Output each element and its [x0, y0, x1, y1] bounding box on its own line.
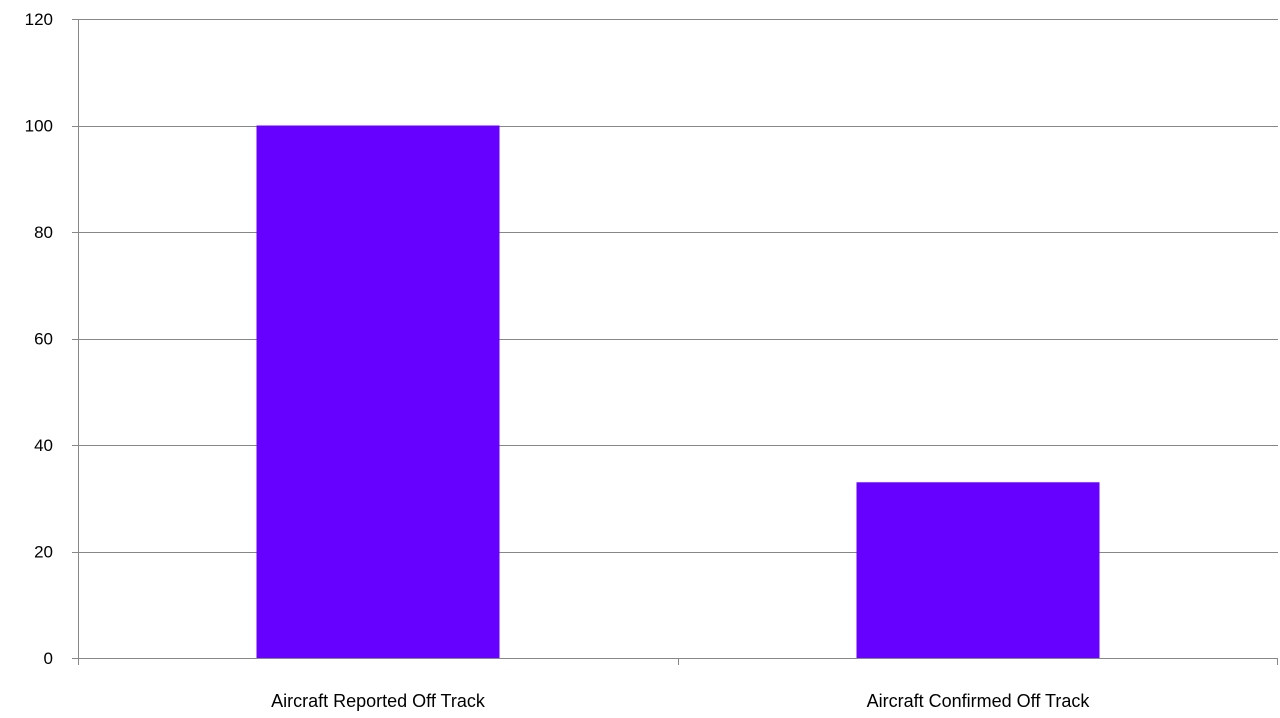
x-category-label-2: Aircraft Confirmed Off Track	[867, 691, 1091, 711]
y-tick-label-40: 40	[34, 436, 53, 455]
y-tick-label-80: 80	[34, 223, 53, 242]
y-tick-label-60: 60	[34, 330, 53, 349]
y-tick-labels: 0 20 40 60 80 100 120	[25, 10, 53, 668]
y-tick-label-100: 100	[25, 117, 53, 136]
bars	[256, 125, 1100, 658]
y-tick-label-20: 20	[34, 543, 53, 562]
x-category-label-1: Aircraft Reported Off Track	[271, 691, 486, 711]
bar-1	[256, 125, 500, 658]
y-tick-label-120: 120	[25, 10, 53, 29]
y-tick-label-0: 0	[44, 649, 53, 668]
bar-2	[856, 482, 1100, 658]
x-tick-labels: Aircraft Reported Off Track Aircraft Conf…	[271, 691, 1090, 711]
axes	[72, 19, 1278, 665]
